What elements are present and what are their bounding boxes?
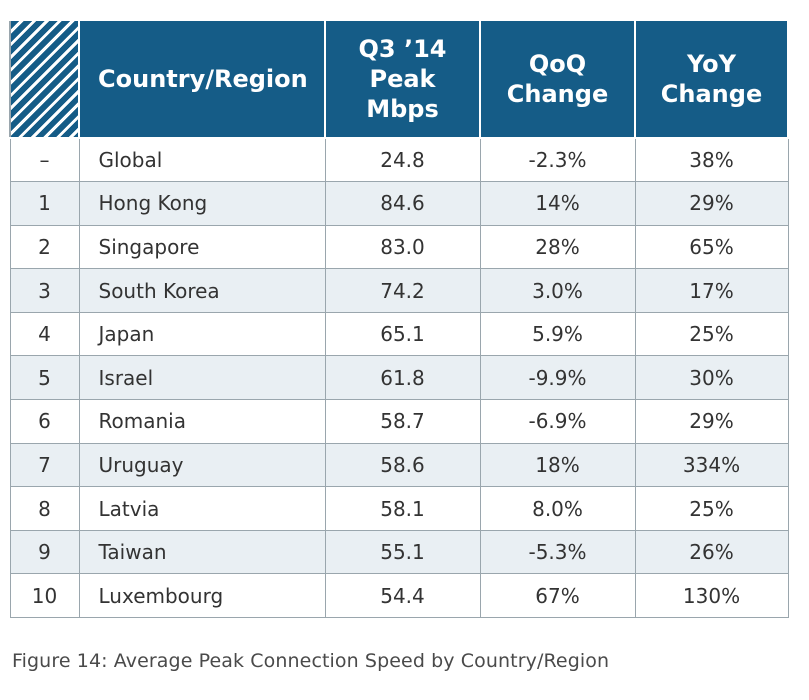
qoq-change-cell: 67% [479, 573, 636, 619]
table-row: 7 Uruguay 58.6 18% 334% [9, 442, 789, 488]
rank-cell: 3 [9, 268, 80, 313]
peak-mbps-header: Q3 ’14 Peak Mbps [324, 19, 481, 139]
country-cell: Luxembourg [78, 573, 326, 619]
table-row: 9 Taiwan 55.1 -5.3% 26% [9, 529, 789, 575]
peak-mbps-cell: 54.4 [324, 573, 481, 619]
header-row: Country/Region Q3 ’14 Peak Mbps QoQ Chan… [9, 19, 789, 139]
rank-cell: 4 [9, 311, 80, 357]
yoy-change-cell: 25% [634, 311, 789, 357]
qoq-change-cell: 5.9% [479, 311, 636, 357]
yoy-change-header: YoY Change [634, 19, 789, 139]
peak-header-line: Q3 ’14 [358, 35, 447, 63]
table-row: – Global 24.8 -2.3% 38% [9, 137, 789, 183]
peak-mbps-cell: 65.1 [324, 311, 481, 357]
table-body: – Global 24.8 -2.3% 38% 1 Hong Kong 84.6 14% 29% 2… [9, 137, 789, 619]
rank-cell: 5 [9, 355, 80, 401]
country-cell: Latvia [78, 486, 326, 531]
yoy-change-cell: 17% [634, 268, 789, 313]
table-row: 10 Luxembourg 54.4 67% 130% [9, 573, 789, 619]
qoq-change-cell: 14% [479, 181, 636, 226]
qoq-change-cell: 8.0% [479, 486, 636, 531]
qoq-change-cell: 18% [479, 442, 636, 488]
table-header: Country/Region Q3 ’14 Peak Mbps QoQ Chan… [9, 19, 789, 139]
country-region-header: Country/Region [78, 19, 326, 139]
yoy-header-line: Change [660, 80, 763, 108]
rank-cell: 9 [9, 529, 80, 575]
peak-mbps-cell: 58.6 [324, 442, 481, 488]
figure-caption: Figure 14: Average Peak Connection Speed… [12, 650, 610, 672]
qoq-change-cell: -2.3% [479, 137, 636, 183]
qoq-header-line: QoQ [528, 50, 587, 78]
peak-mbps-cell: 58.7 [324, 399, 481, 444]
qoq-change-cell: 28% [479, 224, 636, 270]
country-cell: Romania [78, 399, 326, 444]
rank-cell: 8 [9, 486, 80, 531]
peak-mbps-cell: 61.8 [324, 355, 481, 401]
country-cell: Singapore [78, 224, 326, 270]
country-cell: Hong Kong [78, 181, 326, 226]
peak-header-line: Peak [369, 65, 436, 93]
country-cell: Uruguay [78, 442, 326, 488]
country-cell: Israel [78, 355, 326, 401]
rank-header-hatch [9, 19, 80, 139]
country-region-header-label: Country/Region [98, 65, 308, 93]
qoq-change-cell: -5.3% [479, 529, 636, 575]
peak-mbps-cell: 84.6 [324, 181, 481, 226]
country-cell: Taiwan [78, 529, 326, 575]
peak-mbps-cell: 83.0 [324, 224, 481, 270]
yoy-change-cell: 65% [634, 224, 789, 270]
yoy-change-cell: 30% [634, 355, 789, 401]
country-cell: Japan [78, 311, 326, 357]
yoy-change-cell: 38% [634, 137, 789, 183]
yoy-change-cell: 25% [634, 486, 789, 531]
qoq-change-cell: 3.0% [479, 268, 636, 313]
yoy-header-line: YoY [686, 50, 737, 78]
yoy-change-cell: 29% [634, 399, 789, 444]
rank-cell: 2 [9, 224, 80, 270]
peak-mbps-cell: 58.1 [324, 486, 481, 531]
qoq-change-cell: -9.9% [479, 355, 636, 401]
table-row: 1 Hong Kong 84.6 14% 29% [9, 181, 789, 226]
qoq-change-cell: -6.9% [479, 399, 636, 444]
qoq-change-header: QoQ Change [479, 19, 636, 139]
table-row: 2 Singapore 83.0 28% 65% [9, 224, 789, 270]
yoy-change-cell: 29% [634, 181, 789, 226]
rank-cell: – [9, 137, 80, 183]
peak-mbps-cell: 24.8 [324, 137, 481, 183]
rank-cell: 6 [9, 399, 80, 444]
yoy-change-cell: 26% [634, 529, 789, 575]
table-row: 5 Israel 61.8 -9.9% 30% [9, 355, 789, 401]
table-row: 6 Romania 58.7 -6.9% 29% [9, 399, 789, 444]
peak-header-line: Mbps [366, 95, 439, 123]
rank-cell: 1 [9, 181, 80, 226]
peak-mbps-cell: 55.1 [324, 529, 481, 575]
rank-cell: 10 [9, 573, 80, 619]
yoy-change-cell: 334% [634, 442, 789, 488]
rank-cell: 7 [9, 442, 80, 488]
peak-speed-table: Country/Region Q3 ’14 Peak Mbps QoQ Chan… [9, 19, 789, 619]
table-row: 8 Latvia 58.1 8.0% 25% [9, 486, 789, 531]
country-cell: Global [78, 137, 326, 183]
table-row: 4 Japan 65.1 5.9% 25% [9, 311, 789, 357]
table-row: 3 South Korea 74.2 3.0% 17% [9, 268, 789, 313]
yoy-change-cell: 130% [634, 573, 789, 619]
qoq-header-line: Change [506, 80, 609, 108]
country-cell: South Korea [78, 268, 326, 313]
peak-mbps-cell: 74.2 [324, 268, 481, 313]
